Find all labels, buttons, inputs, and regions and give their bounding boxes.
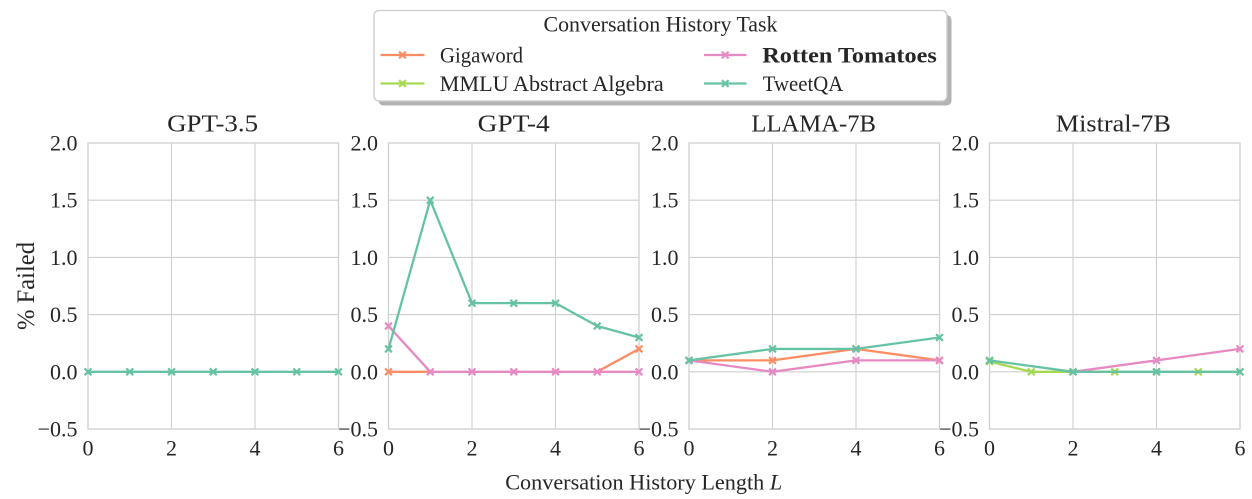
svg-text:2.0: 2.0	[50, 131, 78, 156]
svg-text:1.5: 1.5	[50, 188, 78, 213]
svg-text:−0.5: −0.5	[338, 417, 378, 442]
svg-text:0: 0	[83, 436, 94, 461]
svg-text:Conversation History Task: Conversation History Task	[544, 12, 778, 37]
svg-text:Mistral-7B: Mistral-7B	[1056, 112, 1171, 138]
svg-text:0.0: 0.0	[351, 359, 379, 384]
svg-text:0.5: 0.5	[952, 302, 980, 327]
svg-text:0.0: 0.0	[952, 359, 980, 384]
svg-text:0.5: 0.5	[50, 302, 78, 327]
svg-text:2.0: 2.0	[351, 131, 379, 156]
svg-text:Conversation History Length L: Conversation History Length L	[505, 470, 782, 495]
svg-text:1.0: 1.0	[351, 245, 379, 270]
svg-text:1.0: 1.0	[952, 245, 980, 270]
svg-text:6: 6	[1235, 436, 1246, 461]
svg-text:6: 6	[634, 436, 645, 461]
svg-text:0.0: 0.0	[50, 359, 78, 384]
svg-text:LLAMA-7B: LLAMA-7B	[751, 112, 876, 138]
svg-text:0.5: 0.5	[351, 302, 379, 327]
svg-text:2.0: 2.0	[651, 131, 679, 156]
svg-text:% Failed: % Failed	[13, 242, 40, 330]
svg-text:2.0: 2.0	[952, 131, 980, 156]
svg-text:4: 4	[550, 436, 561, 461]
svg-text:Rotten Tomatoes: Rotten Tomatoes	[762, 42, 937, 67]
svg-text:2: 2	[1068, 436, 1079, 461]
svg-text:GPT-3.5: GPT-3.5	[167, 112, 258, 138]
svg-text:MMLU Abstract Algebra: MMLU Abstract Algebra	[440, 71, 664, 96]
svg-text:2: 2	[767, 436, 778, 461]
svg-text:6: 6	[934, 436, 945, 461]
svg-text:0.5: 0.5	[651, 302, 679, 327]
svg-text:4: 4	[250, 436, 261, 461]
svg-text:1.5: 1.5	[952, 188, 980, 213]
svg-text:−0.5: −0.5	[639, 417, 679, 442]
svg-text:TweetQA: TweetQA	[763, 71, 843, 96]
svg-text:Gigaword: Gigaword	[440, 42, 523, 67]
svg-text:1.0: 1.0	[50, 245, 78, 270]
svg-text:0: 0	[684, 436, 695, 461]
svg-text:−0.5: −0.5	[38, 417, 78, 442]
svg-text:1.5: 1.5	[651, 188, 679, 213]
svg-text:GPT-4: GPT-4	[478, 112, 550, 138]
svg-text:6: 6	[333, 436, 344, 461]
svg-text:1.0: 1.0	[651, 245, 679, 270]
svg-text:0.0: 0.0	[651, 359, 679, 384]
svg-text:1.5: 1.5	[351, 188, 379, 213]
svg-text:4: 4	[851, 436, 862, 461]
svg-text:0: 0	[383, 436, 394, 461]
svg-text:4: 4	[1151, 436, 1162, 461]
svg-text:−0.5: −0.5	[939, 417, 979, 442]
svg-text:2: 2	[467, 436, 478, 461]
svg-text:0: 0	[984, 436, 995, 461]
svg-text:2: 2	[166, 436, 177, 461]
